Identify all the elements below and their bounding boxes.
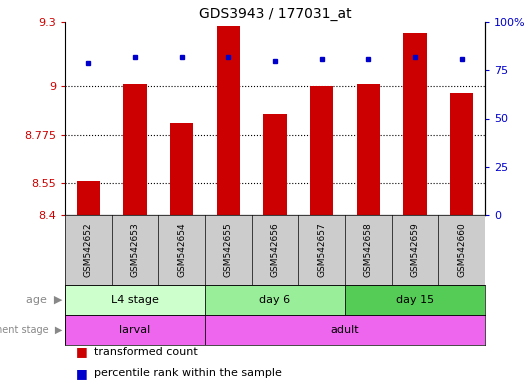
Text: GSM542657: GSM542657 (317, 223, 326, 277)
Text: GSM542652: GSM542652 (84, 223, 93, 277)
Bar (65, 285, 205, 315)
Bar (345, 285, 485, 315)
Text: percentile rank within the sample: percentile rank within the sample (94, 368, 282, 378)
Bar (217, 26, 240, 215)
Bar (263, 114, 287, 215)
Text: ■: ■ (76, 367, 87, 380)
Bar (170, 123, 193, 215)
Text: GSM542660: GSM542660 (457, 223, 466, 277)
Bar (403, 33, 427, 215)
Text: larval: larval (119, 325, 151, 335)
Bar (205, 285, 345, 315)
Bar (77, 181, 100, 215)
Text: GSM542655: GSM542655 (224, 223, 233, 277)
Bar (310, 86, 333, 215)
Text: GSM542658: GSM542658 (364, 223, 373, 277)
Text: ■: ■ (76, 346, 87, 359)
Text: day 15: day 15 (396, 295, 434, 305)
Text: GSM542654: GSM542654 (177, 223, 186, 277)
Text: transformed count: transformed count (94, 347, 198, 357)
Bar (65, 315, 205, 345)
Text: development stage  ▶: development stage ▶ (0, 325, 63, 335)
Bar (450, 93, 473, 215)
Bar (123, 84, 147, 215)
Text: GSM542653: GSM542653 (130, 223, 139, 277)
Bar (205, 315, 485, 345)
Bar (357, 84, 380, 215)
Text: day 6: day 6 (260, 295, 290, 305)
Title: GDS3943 / 177031_at: GDS3943 / 177031_at (199, 7, 351, 21)
Text: GSM542659: GSM542659 (411, 223, 420, 277)
Text: L4 stage: L4 stage (111, 295, 159, 305)
Text: age  ▶: age ▶ (26, 295, 63, 305)
Text: GSM542656: GSM542656 (270, 223, 279, 277)
Text: adult: adult (331, 325, 359, 335)
